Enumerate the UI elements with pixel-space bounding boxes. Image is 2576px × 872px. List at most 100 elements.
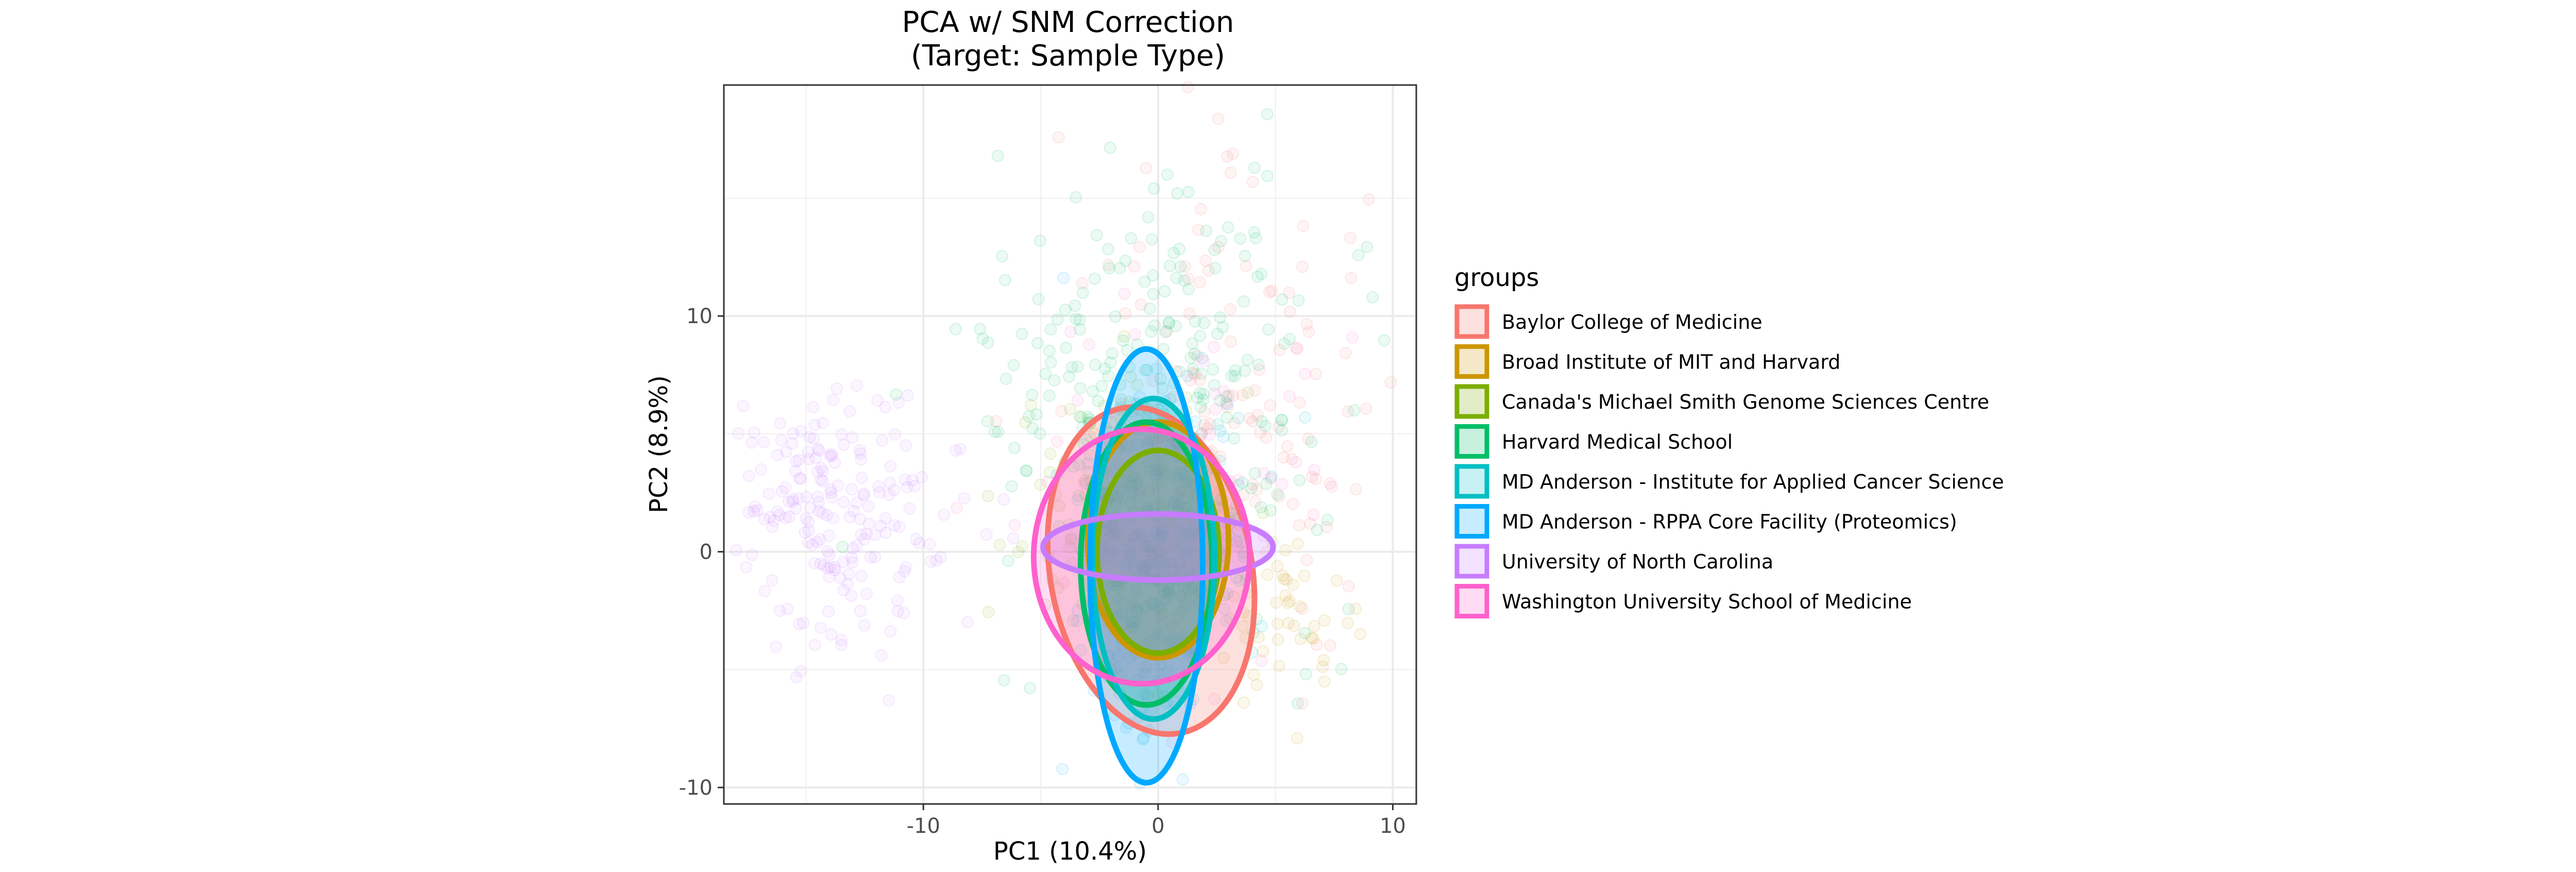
scatter-point bbox=[1149, 528, 1162, 541]
scatter-point bbox=[980, 528, 993, 541]
scatter-point bbox=[1195, 203, 1208, 216]
legend-swatch bbox=[1454, 544, 1489, 579]
scatter-point bbox=[1133, 240, 1146, 253]
scatter-point bbox=[1306, 471, 1318, 483]
scatter-point bbox=[854, 447, 867, 460]
scatter-point bbox=[1136, 560, 1149, 573]
scatter-point bbox=[1023, 682, 1036, 695]
scatter-point bbox=[835, 633, 848, 646]
scatter-point bbox=[961, 616, 974, 629]
scatter-point bbox=[1138, 541, 1151, 554]
scatter-point bbox=[794, 425, 807, 438]
scatter-point bbox=[1281, 440, 1294, 453]
scatter-point bbox=[1136, 554, 1148, 567]
scatter-point bbox=[1342, 602, 1355, 615]
scatter-point bbox=[1130, 528, 1143, 541]
scatter-point bbox=[1141, 562, 1154, 575]
scatter-point bbox=[1050, 435, 1063, 448]
scatter-point bbox=[1265, 284, 1278, 297]
scatter-point bbox=[1177, 468, 1190, 481]
scatter-point bbox=[1175, 605, 1188, 618]
scatter-point bbox=[1275, 413, 1288, 426]
scatter-point bbox=[1272, 421, 1285, 433]
scatter-point bbox=[767, 514, 780, 527]
scatter-point bbox=[1159, 326, 1172, 339]
scatter-point bbox=[900, 439, 912, 452]
scatter-point bbox=[991, 149, 1004, 162]
scatter-point bbox=[789, 465, 802, 478]
scatter-point bbox=[764, 511, 776, 524]
scatter-point bbox=[882, 694, 895, 707]
scatter-point bbox=[812, 496, 825, 509]
scatter-point bbox=[1224, 335, 1237, 348]
scatter-point bbox=[862, 500, 875, 513]
scatter-point bbox=[1125, 600, 1138, 613]
scatter-point bbox=[1255, 415, 1268, 428]
scatter-point bbox=[1209, 403, 1222, 416]
scatter-point bbox=[1161, 541, 1174, 554]
scatter-point bbox=[1209, 262, 1222, 275]
legend-title: groups bbox=[1454, 263, 1539, 292]
scatter-point bbox=[1154, 496, 1166, 509]
legend-swatch bbox=[1454, 384, 1489, 419]
scatter-point bbox=[1208, 388, 1221, 400]
scatter-point bbox=[802, 536, 815, 549]
scatter-point bbox=[748, 505, 760, 518]
scatter-point bbox=[1248, 161, 1261, 174]
scatter-point bbox=[855, 528, 868, 541]
scatter-point bbox=[1182, 283, 1195, 296]
scatter-point bbox=[792, 492, 805, 505]
scatter-point bbox=[884, 476, 896, 489]
scatter-point bbox=[1234, 232, 1247, 245]
scatter-point bbox=[1103, 262, 1115, 275]
scatter-point bbox=[1023, 410, 1036, 423]
y-tick-label: 0 bbox=[700, 541, 713, 564]
scatter-point bbox=[808, 557, 821, 570]
group-ellipses bbox=[1030, 346, 1276, 786]
scatter-point bbox=[879, 526, 892, 539]
scatter-point bbox=[1146, 269, 1159, 282]
scatter-point bbox=[1178, 274, 1191, 287]
scatter-point bbox=[1207, 363, 1219, 376]
scatter-point bbox=[1126, 486, 1139, 499]
scatter-point bbox=[1195, 367, 1208, 380]
scatter-point bbox=[1187, 366, 1199, 379]
scatter-point bbox=[828, 561, 841, 574]
scatter-point bbox=[851, 379, 863, 392]
scatter-point bbox=[1118, 287, 1131, 300]
scatter-point bbox=[1250, 679, 1263, 692]
scatter-point bbox=[1276, 478, 1289, 491]
scatter-point bbox=[822, 605, 835, 618]
scatter-point bbox=[1153, 529, 1165, 542]
group-ellipse-outline bbox=[1087, 346, 1206, 786]
scatter-point bbox=[1142, 486, 1155, 499]
scatter-point bbox=[903, 502, 916, 515]
scatter-point bbox=[789, 502, 802, 515]
scatter-point bbox=[1123, 551, 1136, 564]
scatter-point bbox=[876, 434, 889, 447]
scatter-point bbox=[950, 444, 962, 457]
scatter-point bbox=[787, 427, 800, 440]
scatter-point bbox=[1310, 367, 1323, 380]
scatter-point bbox=[1290, 341, 1302, 354]
scatter-point bbox=[1117, 475, 1130, 488]
scatter-point bbox=[1163, 587, 1176, 600]
chart-title: PCA w/ SNM Correction bbox=[902, 6, 1234, 39]
scatter-point bbox=[817, 559, 830, 572]
scatter-point bbox=[1114, 393, 1127, 406]
scatter-point bbox=[1065, 532, 1078, 545]
scatter-point bbox=[807, 400, 820, 413]
scatter-point bbox=[1113, 592, 1126, 605]
scatter-point bbox=[1162, 635, 1175, 648]
scatter-point bbox=[1261, 108, 1274, 121]
scatter-point bbox=[1165, 620, 1178, 633]
scatter-point bbox=[823, 449, 836, 462]
x-tick-label: 10 bbox=[1380, 814, 1406, 838]
scatter-point bbox=[857, 488, 870, 500]
scatter-point bbox=[1106, 546, 1118, 559]
scatter-point bbox=[1246, 176, 1259, 189]
scatter-point bbox=[1223, 390, 1235, 403]
scatter-point bbox=[1156, 463, 1169, 476]
scatter-point bbox=[730, 544, 743, 557]
scatter-point bbox=[1133, 484, 1146, 497]
